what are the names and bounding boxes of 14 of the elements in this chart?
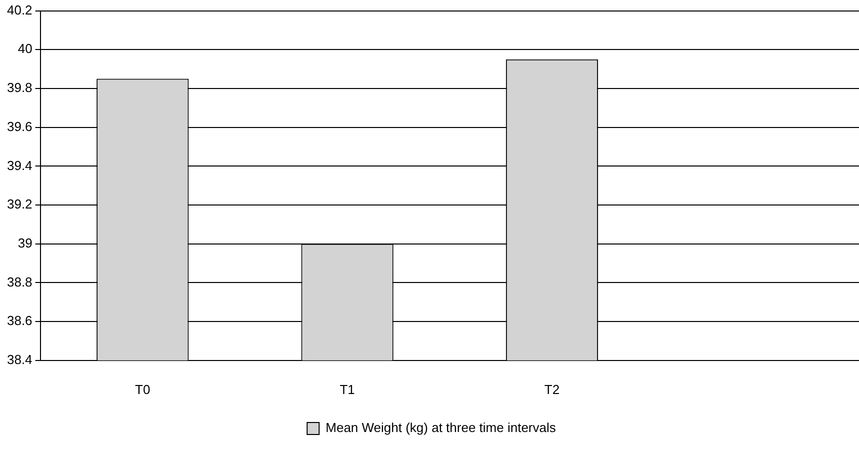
y-tick-label: 38.4 xyxy=(6,352,32,367)
legend-label: Mean Weight (kg) at three time intervals xyxy=(326,420,556,436)
x-tick-label: T1 xyxy=(340,382,355,397)
y-tick-label: 38.8 xyxy=(6,274,32,290)
y-tick-label: 39.8 xyxy=(6,80,32,96)
y-tick-label: 40.2 xyxy=(6,2,32,18)
y-tick-label: 38.6 xyxy=(6,313,32,328)
y-tick-label: 39.4 xyxy=(6,158,32,173)
x-tick-label: T0 xyxy=(135,382,150,397)
y-tick-label: 40 xyxy=(18,41,32,56)
y-tick-label: 39 xyxy=(18,235,32,250)
x-tick-label: T2 xyxy=(544,382,560,397)
y-tick-label: 39.6 xyxy=(6,118,32,134)
y-tick-label: 39.2 xyxy=(6,196,32,212)
